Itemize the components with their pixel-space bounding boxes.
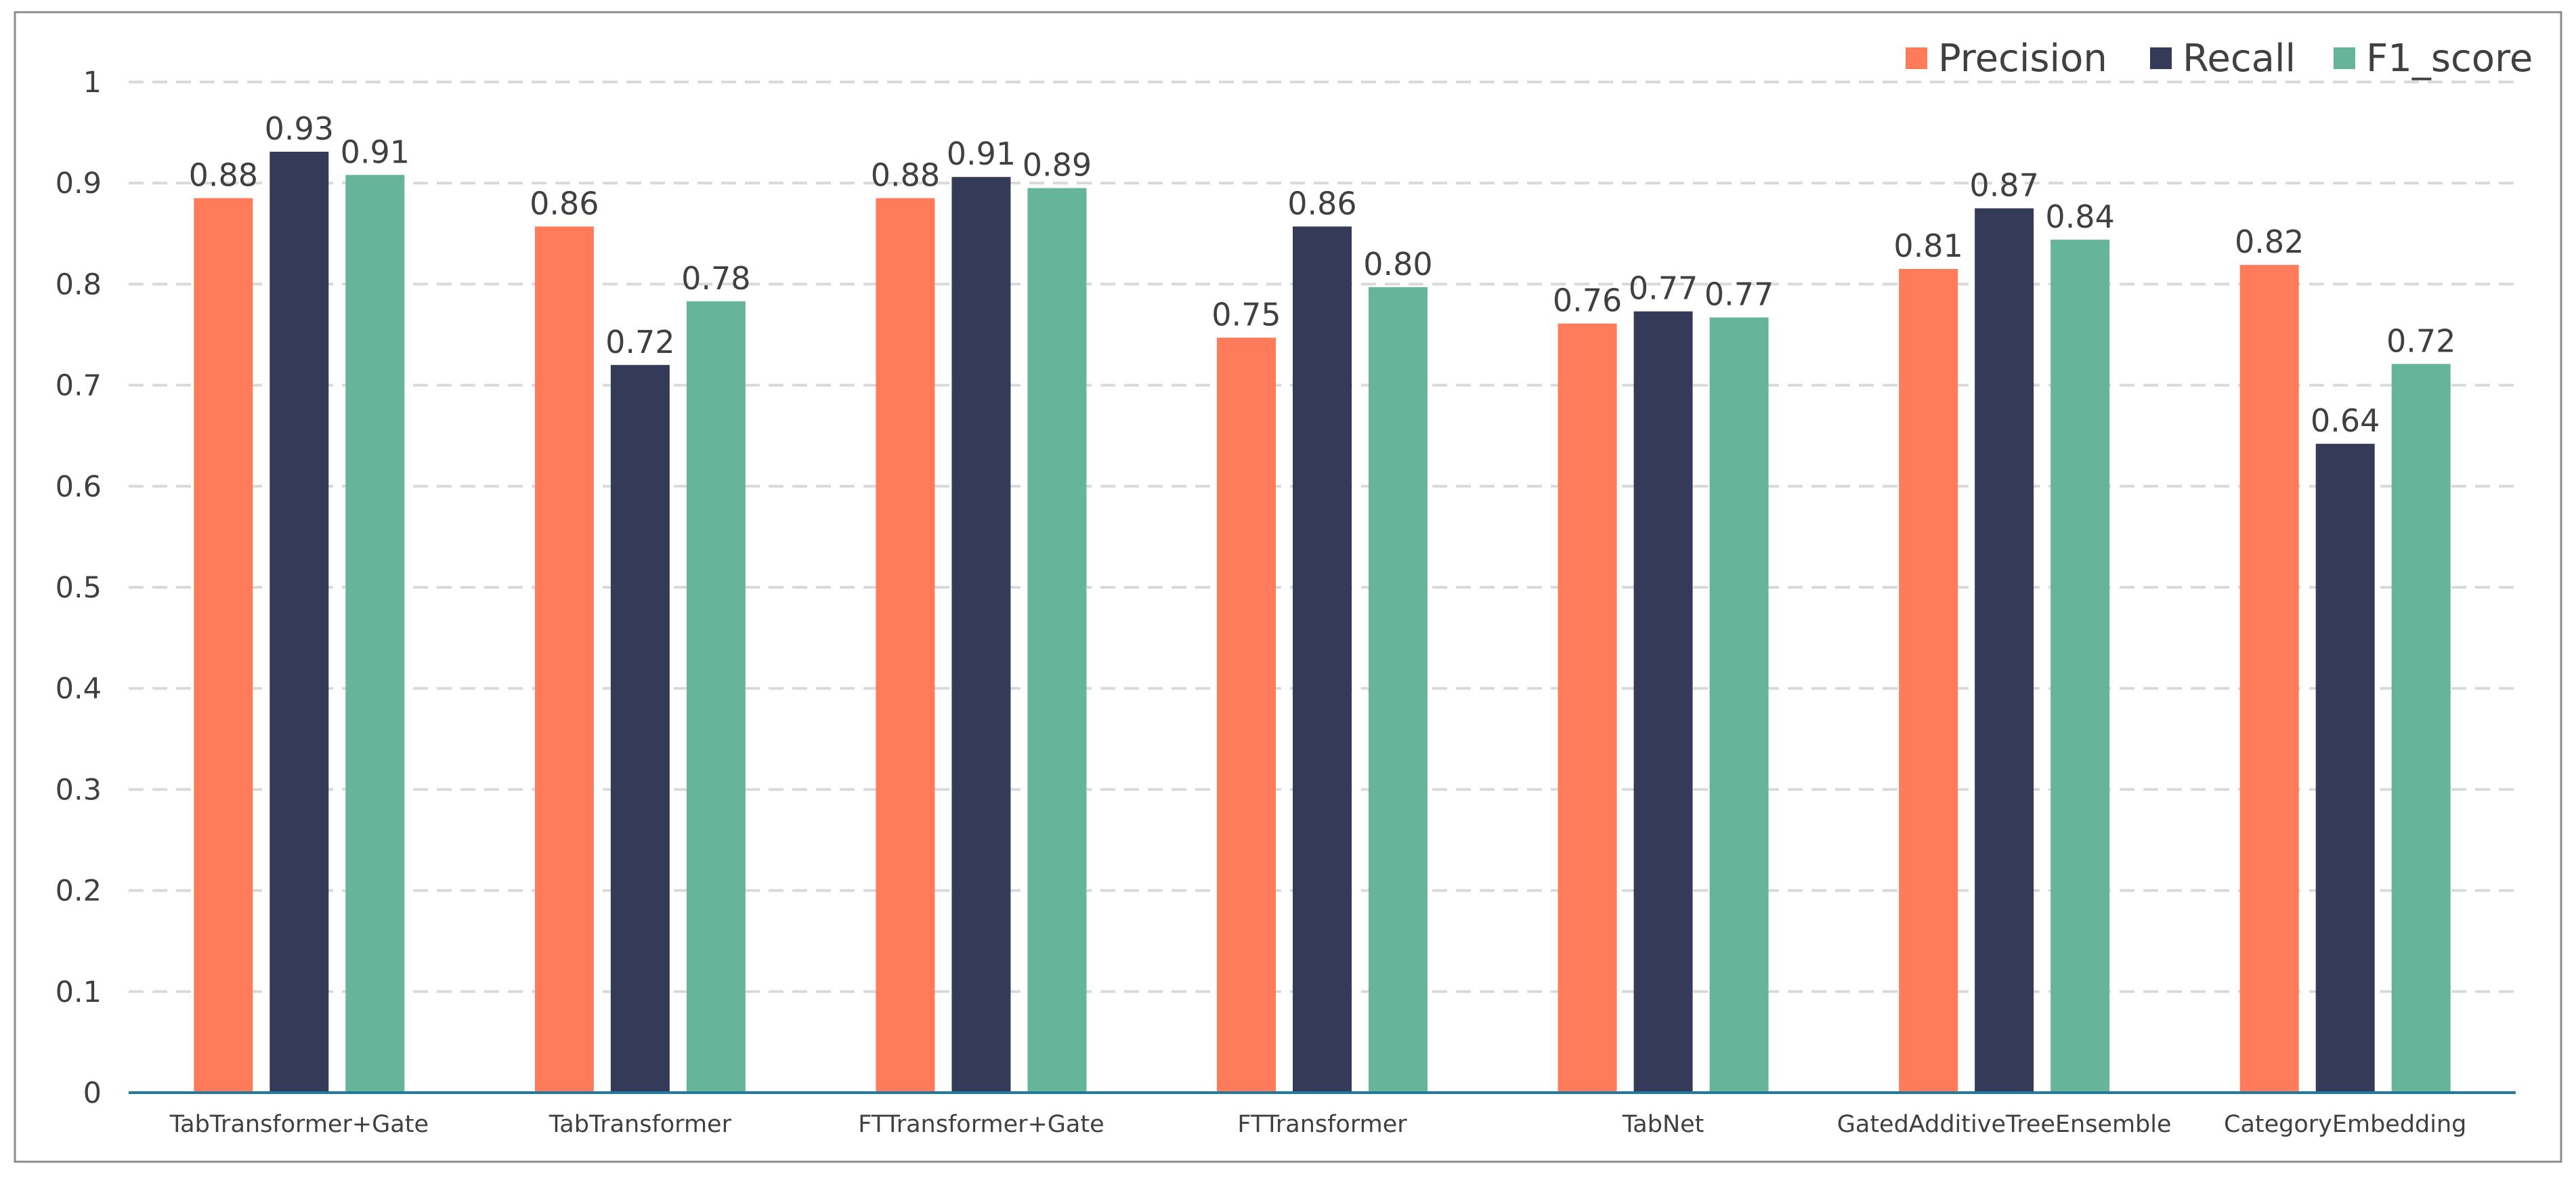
bar-precision (194, 198, 253, 1093)
y-tick-label: 0.7 (56, 369, 102, 403)
data-label: 0.86 (1287, 185, 1356, 222)
data-label: 0.76 (1553, 282, 1622, 319)
bar-recall (1633, 311, 1693, 1093)
y-tick-label: 1 (83, 66, 102, 100)
bar-recall (610, 364, 670, 1093)
bar-f1-score (1709, 317, 1769, 1093)
bar-f1-score (1369, 287, 1427, 1093)
bar-recall (1293, 226, 1352, 1093)
x-axis-category-labels: TabTransformer+Gate TabTransformer FTTrans… (169, 1111, 2467, 1138)
bar-f1-score (345, 175, 405, 1093)
y-tick-label: 0.3 (56, 773, 102, 807)
y-tick-label: 0.1 (56, 975, 102, 1009)
data-label: 0.81 (1893, 228, 1962, 264)
bar-precision (1558, 323, 1617, 1093)
x-category-label: CategoryEmbedding (2224, 1111, 2466, 1138)
legend-label: F1_score (2366, 37, 2533, 81)
data-label: 0.88 (871, 157, 940, 194)
x-category-label: TabNet (1622, 1111, 1704, 1138)
legend-label: Recall (2183, 37, 2296, 81)
bar-f1-score (2391, 364, 2451, 1093)
y-tick-label: 0 (83, 1076, 102, 1110)
legend: Precision Recall F1_score (1906, 37, 2533, 81)
x-category-label: FTTransformer+Gate (858, 1111, 1104, 1138)
data-label: 0.84 (2045, 198, 2114, 235)
data-label: 0.93 (265, 110, 334, 147)
bar-f1-score (686, 301, 746, 1093)
data-label: 0.75 (1211, 296, 1281, 333)
y-tick-label: 0.9 (56, 167, 102, 201)
bar-precision (876, 198, 935, 1093)
bar-precision (1899, 269, 1958, 1093)
bar-f1-score (1027, 188, 1087, 1093)
data-label: 0.91 (947, 135, 1016, 172)
bar-precision (534, 226, 594, 1093)
data-label: 0.64 (2311, 402, 2380, 439)
bar-precision (2239, 265, 2299, 1093)
data-label: 0.78 (681, 260, 750, 297)
legend-swatch (1906, 47, 1927, 69)
y-tick-label: 0.5 (56, 571, 102, 605)
data-label: 0.72 (605, 324, 674, 360)
data-labels: 0.880.930.910.860.720.780.880.91 0.890.75… (189, 110, 2456, 439)
y-tick-label: 0.8 (56, 268, 102, 301)
bar-recall (1975, 208, 2034, 1093)
bar-recall (951, 177, 1011, 1093)
bars (194, 151, 2451, 1093)
x-category-label: TabTransformer+Gate (169, 1111, 429, 1138)
y-tick-label: 0.4 (56, 672, 102, 706)
data-label: 0.89 (1023, 147, 1092, 184)
data-label: 0.77 (1629, 270, 1698, 307)
bar-f1-score (2051, 239, 2110, 1093)
data-label: 0.88 (189, 157, 258, 194)
y-tick-label: 0.2 (56, 875, 102, 908)
y-tick-label: 0.6 (56, 470, 102, 504)
legend-swatch (2334, 47, 2355, 69)
data-label: 0.82 (2235, 224, 2304, 260)
data-label: 0.86 (530, 185, 599, 222)
data-label: 0.77 (1704, 276, 1774, 313)
x-category-label: FTTransformer (1237, 1111, 1407, 1138)
bar-precision (1217, 337, 1276, 1093)
legend-swatch (2150, 47, 2172, 69)
data-label: 0.72 (2386, 322, 2455, 359)
legend-label: Precision (1938, 37, 2107, 81)
data-label: 0.91 (341, 133, 410, 170)
y-axis-tick-labels: 0 0.1 0.2 0.3 0.4 0.5 0.6 0.7 0.8 0.9 1 (56, 66, 102, 1110)
x-category-label: TabTransformer (549, 1111, 732, 1138)
data-label: 0.80 (1363, 246, 1432, 282)
bar-recall (270, 151, 329, 1093)
data-label: 0.87 (1969, 167, 2038, 204)
bar-recall (2315, 444, 2375, 1093)
x-category-label: GatedAdditiveTreeEnsemble (1837, 1111, 2172, 1138)
